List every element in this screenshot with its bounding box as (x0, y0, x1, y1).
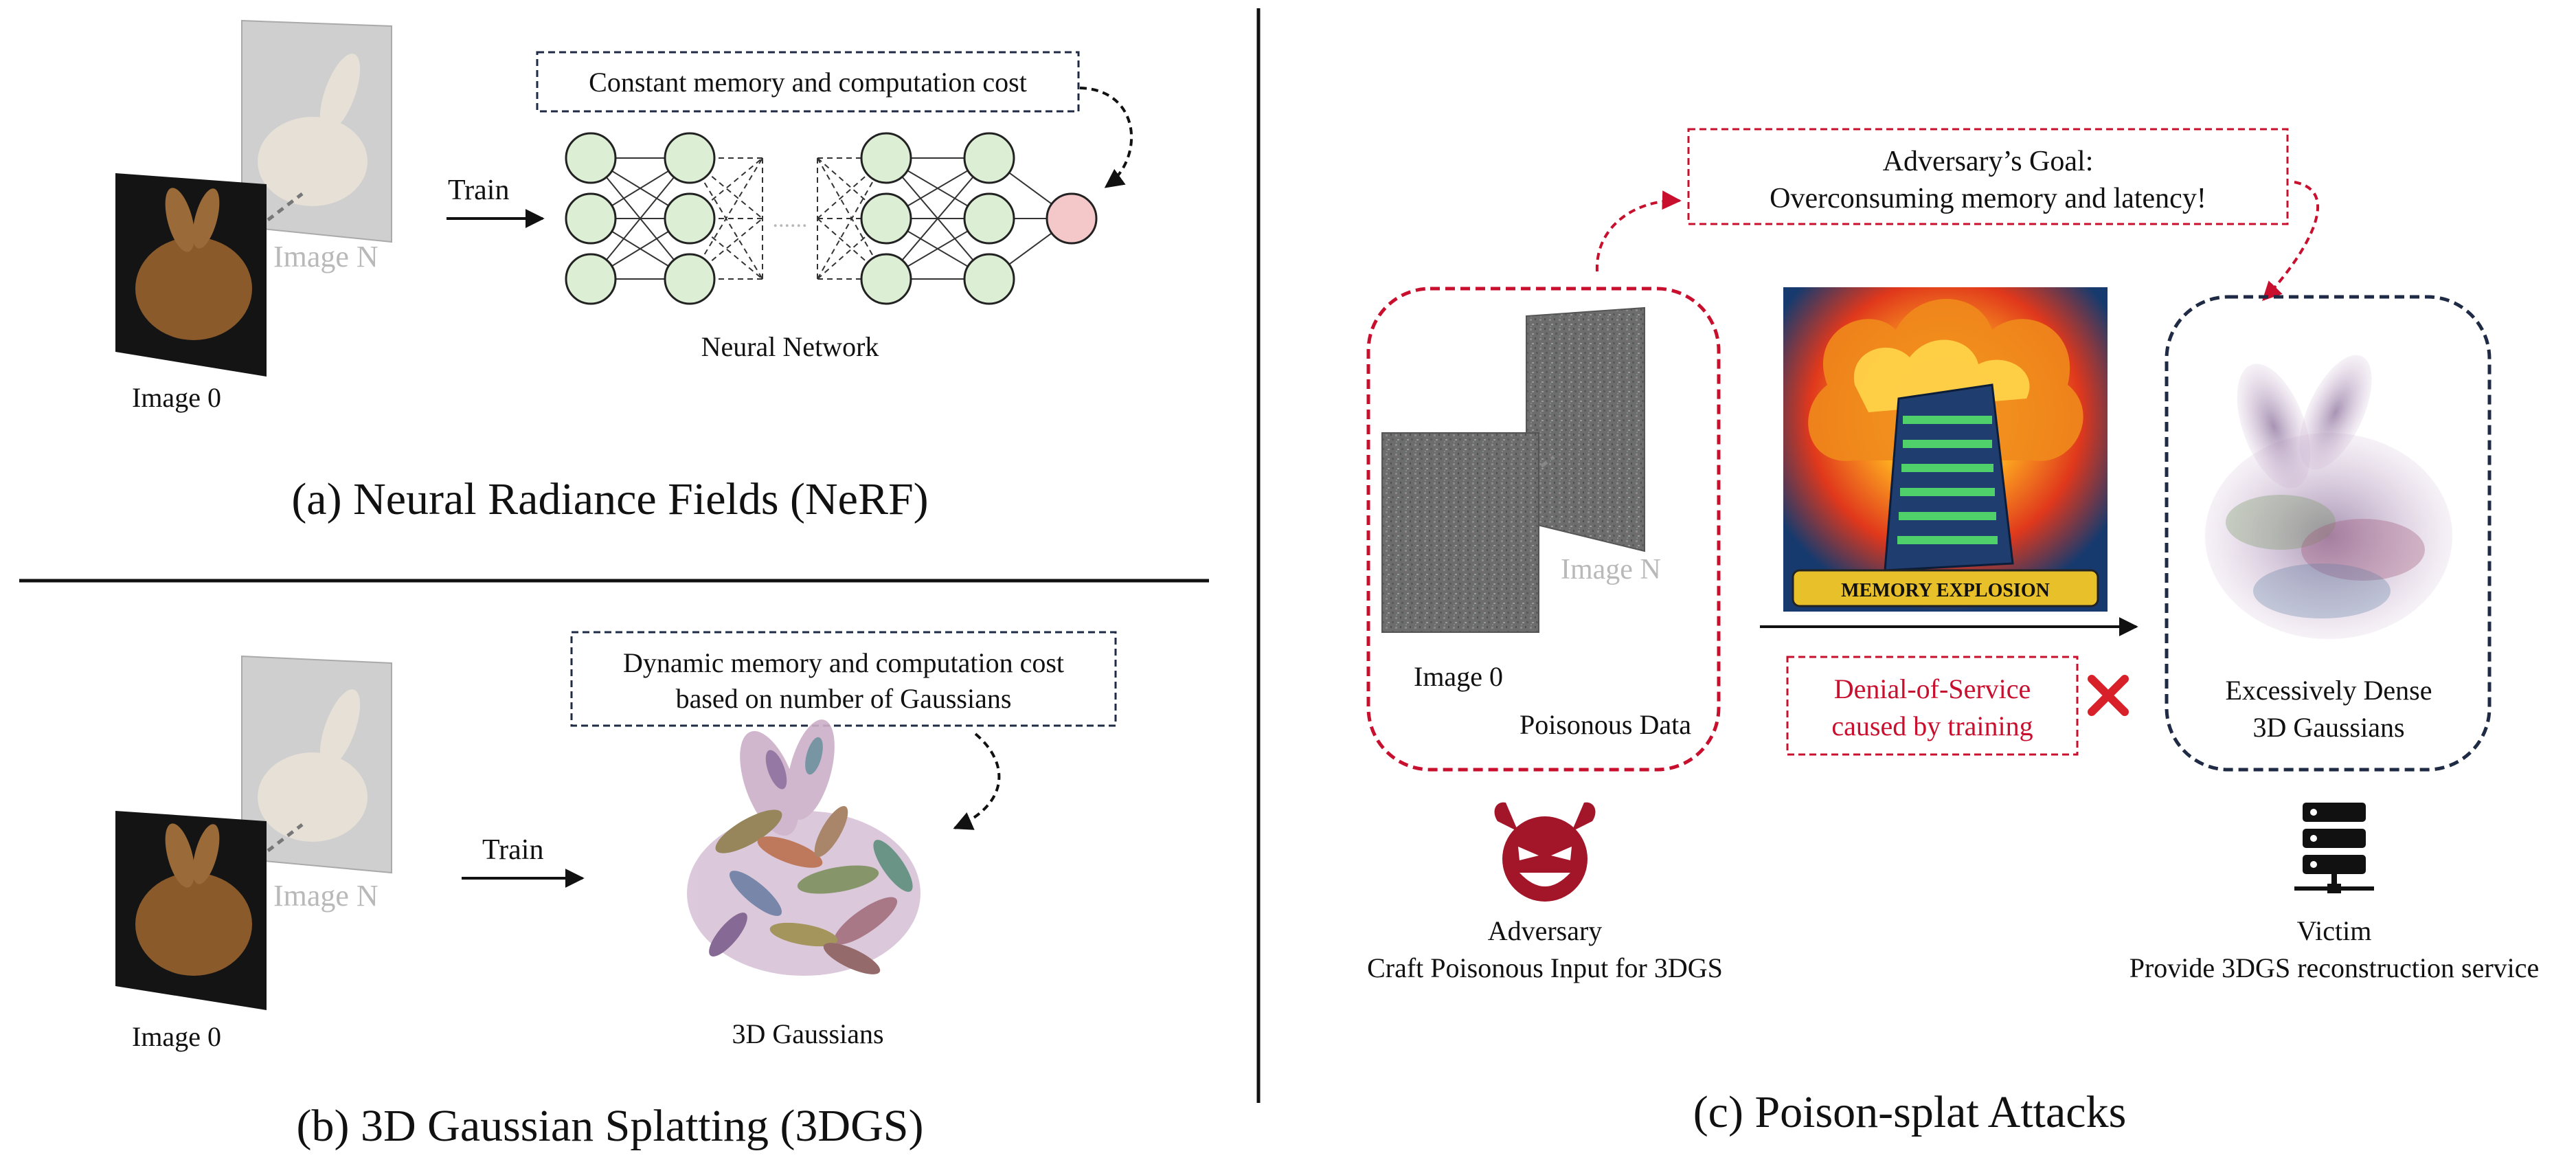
devil-icon (1494, 802, 1596, 902)
neuron (565, 192, 617, 245)
cost-curved-arrow (1079, 87, 1133, 188)
neuron (565, 253, 617, 305)
server-icon (2294, 803, 2374, 893)
gaussians-label: 3D Gaussians (732, 1018, 883, 1049)
gs-panel: Image N Image 0 Train Dynamic memory and… (115, 631, 1117, 1151)
image-n-label: Image N (273, 879, 379, 913)
goal-box (1687, 128, 2289, 225)
cost-curved-arrow (953, 733, 1001, 830)
output-neuron (1046, 192, 1098, 245)
cross-icon (2088, 675, 2129, 716)
nerf-image-n: Image N (241, 19, 392, 273)
victim-title: Victim (2297, 915, 2372, 946)
gaussian-bunny (687, 719, 920, 976)
goal-arrow-right (2262, 181, 2320, 302)
neuron (565, 132, 617, 184)
dense-text-1: Excessively Dense (2225, 675, 2432, 706)
nerf-caption: (a) Neural Radiance Fields (NeRF) (291, 474, 928, 524)
gs-caption: (b) 3D Gaussian Splatting (3DGS) (297, 1101, 924, 1151)
neuron (860, 192, 912, 245)
image-0-label: Image 0 (132, 1021, 221, 1052)
network-label: Neural Network (701, 331, 879, 362)
nerf-panel: Image N Image 0 Train Constant memory an… (115, 19, 1133, 524)
image-0-label: Image 0 (132, 382, 221, 413)
adversary-title: Adversary (1488, 915, 1603, 946)
goal-text-2: Overconsuming memory and latency! (1770, 183, 2206, 214)
poison-image-n (1526, 306, 1645, 552)
goal-text-1: Adversary’s Goal: (1883, 146, 2094, 177)
explosion-banner-text: MEMORY EXPLOSION (1841, 580, 2050, 601)
dynamic-cost-text-1: Dynamic memory and computation cost (623, 647, 1064, 678)
neuron (860, 253, 912, 305)
dynamic-cost-text-2: based on number of Gaussians (676, 683, 1012, 714)
neuron (664, 253, 716, 305)
memory-explosion-illustration: MEMORY EXPLOSION (1783, 287, 2108, 612)
dense-gaussian-bunny (2205, 355, 2452, 639)
dos-text-2: caused by training (1831, 711, 2033, 741)
dense-gaussians-box (2165, 295, 2492, 772)
network-ellipsis: ...... (773, 207, 808, 232)
train-label: Train (448, 175, 509, 206)
dos-text-1: Denial-of-Service (1834, 673, 2031, 704)
neuron (963, 192, 1015, 245)
neuron (664, 192, 716, 245)
attack-caption: (c) Poison-splat Attacks (1693, 1087, 2127, 1137)
image-0-label: Image 0 (1414, 661, 1503, 692)
victim-desc: Provide 3DGS reconstruction service (2129, 952, 2540, 983)
neuron (963, 132, 1015, 184)
nerf-image-0: Image 0 (115, 173, 267, 413)
neuron (664, 132, 716, 184)
adversary-desc: Craft Poisonous Input for 3DGS (1367, 952, 1723, 983)
constant-cost-box (536, 51, 1080, 113)
gs-image-0: Image 0 (115, 811, 267, 1052)
constant-cost-text: Constant memory and computation cost (589, 67, 1027, 98)
dense-text-2: 3D Gaussians (2252, 712, 2404, 743)
neurons (565, 132, 1098, 305)
attack-panel: Adversary’s Goal: Overconsuming memory a… (1366, 128, 2540, 1137)
neuron (963, 253, 1015, 305)
dos-box (1786, 656, 2079, 756)
neuron (860, 132, 912, 184)
poisonous-data-box (1366, 287, 1721, 772)
poison-image-0 (1381, 432, 1539, 633)
image-n-label: Image N (273, 240, 379, 273)
image-n-label: Image N (1561, 554, 1661, 585)
poisonous-data-label: Poisonous Data (1519, 709, 1691, 740)
goal-arrow-left (1595, 190, 1682, 272)
train-label: Train (482, 834, 543, 866)
gs-image-n: Image N (241, 655, 392, 913)
